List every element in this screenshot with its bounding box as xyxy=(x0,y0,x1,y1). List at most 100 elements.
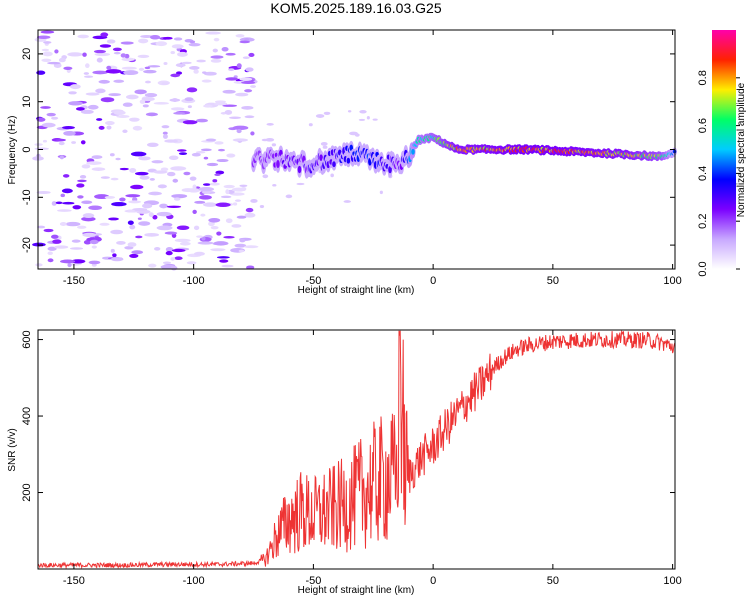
spectrogram-noise-cell xyxy=(60,193,65,198)
spectrogram-noise-cell xyxy=(119,167,129,171)
spectrogram-noise-cell xyxy=(61,188,73,194)
spectrogram-noise-cell xyxy=(79,175,87,179)
spectrogram-noise-cell xyxy=(113,79,125,83)
spectrogram-noise-cell xyxy=(54,245,69,249)
colorbar-tick-label: 0.0 xyxy=(697,261,709,276)
spectrogram-noise-cell xyxy=(72,205,82,210)
spectrogram-noise-cell xyxy=(239,238,246,243)
spectrogram-noise-cell xyxy=(228,68,235,72)
spectrogram-noise-cell xyxy=(131,250,144,255)
spectrogram-noise-cell xyxy=(187,105,192,109)
spectrogram-noise-cell xyxy=(250,85,257,88)
spectrogram-noise-cell xyxy=(223,184,235,189)
spectrogram-noise-cell xyxy=(130,151,147,157)
spectrogram-noise-cell xyxy=(99,222,110,226)
spectrogram-noise-cell xyxy=(91,155,103,159)
spectrogram-noise-cell xyxy=(170,166,187,171)
spectrogram-noise-cell xyxy=(122,129,128,134)
spectrogram-noise-cell xyxy=(138,38,149,44)
spectrogram-noise-cell xyxy=(113,51,121,55)
spectrogram-noise-cell xyxy=(57,209,72,212)
spectrogram-y-ticks: -20 -10 0 10 20 xyxy=(21,48,675,253)
spectrogram-noise-cell xyxy=(80,109,94,114)
snr-frame xyxy=(37,329,676,570)
spectrogram-noise-cell xyxy=(83,72,90,75)
snr-x-tick-label: -150 xyxy=(63,575,85,587)
spectrogram-noise-cell xyxy=(170,257,176,261)
spectrogram-noise-cell xyxy=(322,145,328,149)
spectrogram-noise-cell xyxy=(196,235,204,238)
spectrogram-noise-cell xyxy=(223,235,235,239)
spectrogram-noise-cell xyxy=(98,79,110,84)
spectrogram-noise-cell xyxy=(234,243,247,248)
spectrogram-noise-cell xyxy=(155,41,168,47)
spectrogram-noise-cell xyxy=(76,183,85,188)
spectrogram-noise-cell xyxy=(127,242,137,247)
spectrogram-noise-cell xyxy=(153,170,168,174)
spectrogram-noise-cell xyxy=(212,179,218,183)
spectrogram-noise-cell xyxy=(239,77,253,82)
snr-x-tick-label: 100 xyxy=(663,575,681,587)
spectrogram-noise-cell xyxy=(225,77,238,81)
spectrogram-noise-cell xyxy=(59,221,67,226)
spectrogram-noise-cell xyxy=(250,131,255,136)
spectrogram-noise-cell xyxy=(189,40,196,44)
spectrogram-noise-cell xyxy=(182,120,198,125)
spectrogram-noise-cell xyxy=(232,125,249,131)
spectrogram-noise-cell xyxy=(51,234,59,239)
spectrogram-noise-cell xyxy=(372,118,378,121)
spectrogram-noise-cell xyxy=(177,149,187,152)
spectrogram-noise-cell xyxy=(189,176,197,181)
spectrogram-noise-cell xyxy=(203,104,213,108)
spectrogram-noise-cell xyxy=(238,249,245,253)
spectrogram-noise-cell xyxy=(241,105,254,110)
spectrogram-noise-cell xyxy=(172,178,179,183)
spectrogram-noise-cell xyxy=(183,171,191,176)
spectrogram-noise-cell xyxy=(108,217,119,221)
spectrogram-noise-cell xyxy=(220,195,232,199)
spectrogram-noise-cell xyxy=(68,101,83,106)
spectrogram-noise-cell xyxy=(144,80,152,84)
spectrogram-noise-cell xyxy=(241,81,256,85)
spectrogram-y-tick-label: -20 xyxy=(21,237,33,253)
spectrogram-noise-cell xyxy=(162,36,173,40)
spectrogram-noise-cell xyxy=(82,52,87,57)
spectrogram-trace-cell xyxy=(388,166,392,174)
spectrogram-noise-cell xyxy=(36,35,51,39)
spectrogram-noise-cell xyxy=(229,116,242,120)
spectrogram-noise-cell xyxy=(36,190,51,194)
spectrogram-noise-cell xyxy=(106,39,116,44)
spectrogram-noise-cell xyxy=(116,240,126,245)
spectrogram-noise-cell xyxy=(170,107,185,111)
spectrogram-noise-cell xyxy=(138,156,151,161)
spectrogram-noise-cell xyxy=(94,52,111,57)
spectrogram-noise-cell xyxy=(235,34,245,38)
snr-x-label: Height of straight line (km) xyxy=(298,585,415,596)
spectrogram-noise-cell xyxy=(244,115,255,119)
spectrogram-noise-cell xyxy=(126,209,136,213)
spectrogram-noise-cell xyxy=(179,241,191,246)
spectrogram-noise-cell xyxy=(210,226,219,230)
spectrogram-noise-cell xyxy=(88,205,103,211)
spectrogram-noise-cell xyxy=(225,218,233,224)
spectrogram-noise-cell xyxy=(174,238,191,243)
spectrogram-noise-cell xyxy=(106,65,112,70)
spectrogram-noise-cell xyxy=(196,59,207,63)
spectrogram-noise-cell xyxy=(96,118,103,121)
spectrogram-noise-cell xyxy=(160,167,169,172)
spectrogram-noise-blobs xyxy=(32,30,393,271)
colorbar: 0.0 0.2 0.4 0.6 0.8 Normalized spectral ampl… xyxy=(697,30,747,277)
spectrogram-noise-cell xyxy=(366,115,370,120)
spectrogram-noise-cell xyxy=(77,195,84,199)
spectrogram-noise-cell xyxy=(137,217,142,220)
spectrogram-noise-cell xyxy=(191,152,201,157)
spectrogram-noise-cell xyxy=(164,231,178,235)
spectrogram-noise-cell xyxy=(138,221,151,226)
spectrogram-noise-cell xyxy=(181,188,195,193)
spectrogram-x-ticks: -150 -100 -50 0 50 100 xyxy=(63,30,682,287)
spectrogram-noise-cell xyxy=(159,203,168,209)
spectrogram-noise-cell xyxy=(41,122,56,128)
spectrogram-trace-cell xyxy=(411,148,415,155)
spectrogram-noise-cell xyxy=(156,225,173,231)
